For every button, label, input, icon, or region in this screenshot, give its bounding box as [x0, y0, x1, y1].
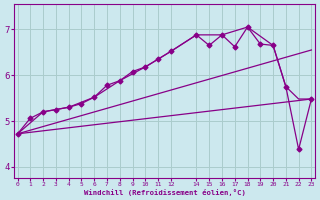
X-axis label: Windchill (Refroidissement éolien,°C): Windchill (Refroidissement éolien,°C): [84, 189, 245, 196]
